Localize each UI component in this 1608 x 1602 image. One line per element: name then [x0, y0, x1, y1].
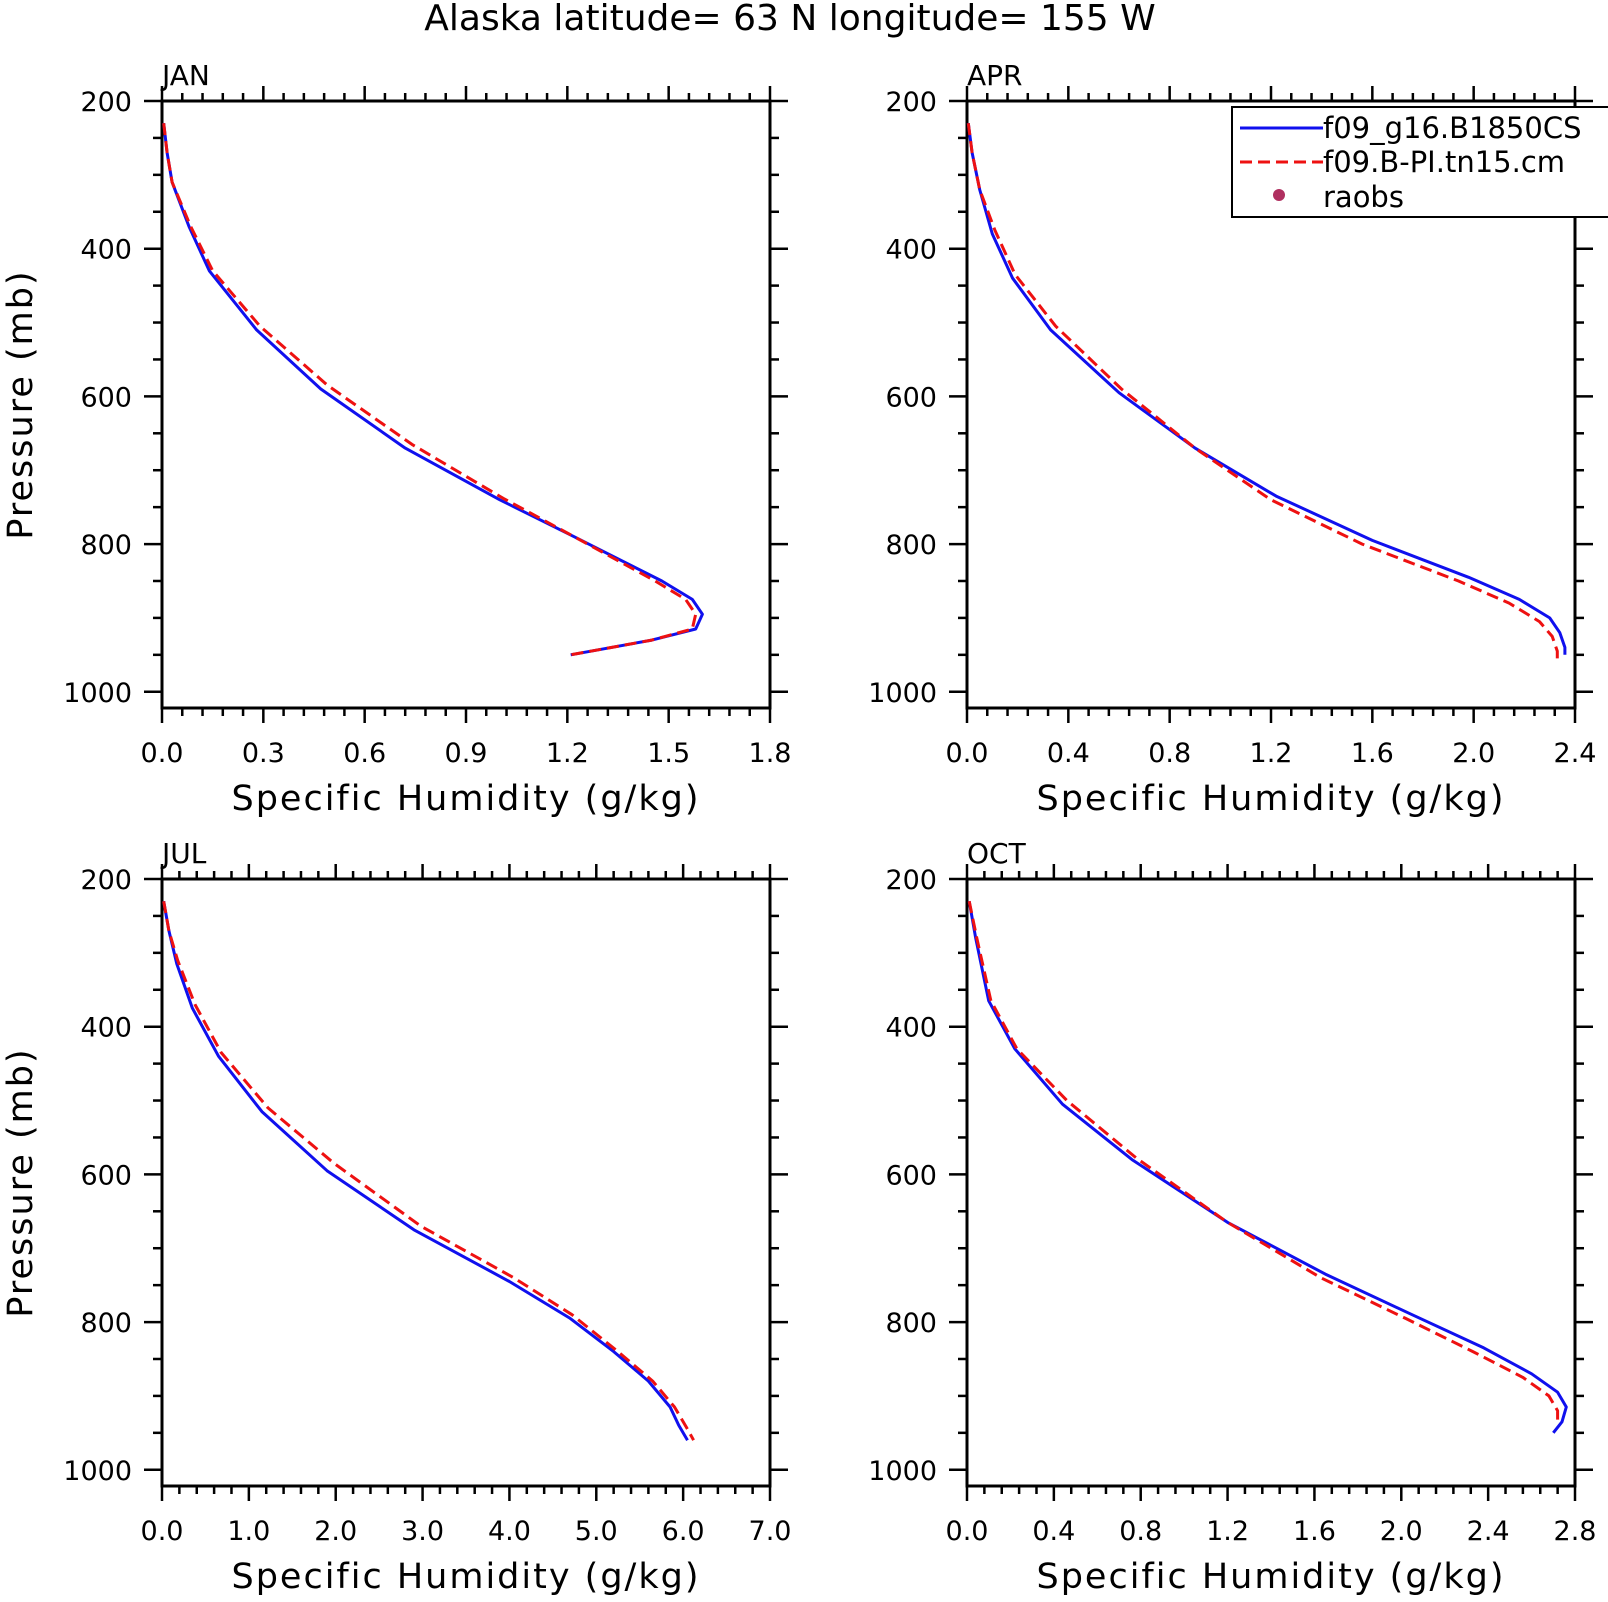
x-tick-label: 0.4 [1047, 738, 1090, 769]
panel-label: JAN [160, 59, 210, 92]
x-tick-label: 1.8 [749, 738, 792, 769]
series-line-model-a [966, 123, 1567, 655]
x-tick-label: 0.8 [1148, 738, 1191, 769]
y-tick-label: 600 [80, 382, 132, 413]
legend-swatch-raobs [1273, 189, 1285, 201]
figure-title: Alaska latitude= 63 N longitude= 155 W [424, 0, 1156, 39]
x-tick-label: 0.6 [343, 738, 386, 769]
x-tick-label: 2.0 [314, 1516, 357, 1547]
panel-label: OCT [967, 837, 1027, 870]
y-tick-label: 400 [80, 235, 132, 266]
x-tick-label: 2.0 [1380, 1516, 1423, 1547]
y-tick-label: 800 [885, 1308, 937, 1339]
x-tick-label: 2.8 [1554, 1516, 1597, 1547]
y-tick-label: 200 [885, 87, 937, 118]
legend: f09_g16.B1850CS f09.B-PI.tn15.cm raobs [1231, 106, 1608, 218]
panel-apr: APR 0.0 0.4 0.8 1.2 1.6 2.0 2.4 200 400 600 800 1000… [868, 59, 1596, 819]
plot-frame [160, 99, 772, 710]
y-tick-label: 600 [80, 1160, 132, 1191]
y-tick-label: 1000 [868, 678, 937, 709]
panel-label: JUL [160, 837, 207, 870]
y-tick-label: 600 [885, 1160, 937, 1191]
plot-frame [160, 877, 772, 1488]
y-tick-label: 400 [80, 1013, 132, 1044]
x-tick-label: 7.0 [749, 1516, 792, 1547]
y-axis-label: Pressure (mb) [1, 269, 41, 539]
x-tick-label: 0.9 [445, 738, 488, 769]
x-tick-label: 0.0 [946, 738, 989, 769]
x-tick-label: 1.2 [1206, 1516, 1249, 1547]
y-tick-label: 800 [885, 530, 937, 561]
x-tick-label: 2.4 [1467, 1516, 1510, 1547]
y-axis-label: Pressure (mb) [1, 1047, 41, 1317]
x-axis-label: Specific Humidity (g/kg) [232, 1557, 701, 1597]
x-tick-label: 2.4 [1554, 738, 1597, 769]
y-tick-label: 1000 [63, 678, 132, 709]
x-tick-label: 5.0 [575, 1516, 618, 1547]
x-tick-label: 1.0 [227, 1516, 270, 1547]
legend-label-raobs: raobs [1323, 180, 1404, 214]
x-axis-label: Specific Humidity (g/kg) [1037, 1557, 1506, 1597]
y-tick-label: 400 [885, 1013, 937, 1044]
x-tick-label: 6.0 [662, 1516, 705, 1547]
series-line-model-b [966, 123, 1559, 659]
plot-frame [965, 877, 1577, 1488]
y-tick-label: 400 [885, 235, 937, 266]
y-tick-label: 200 [80, 87, 132, 118]
x-tick-label: 1.5 [647, 738, 690, 769]
x-tick-label: 0.8 [1119, 1516, 1162, 1547]
x-tick-label: 3.0 [401, 1516, 444, 1547]
panel-jan: JAN 0.0 0.3 0.6 0.9 1.2 1.5 1.8 200 400 600 800 1000… [1, 59, 791, 819]
x-tick-label: 0.0 [946, 1516, 989, 1547]
y-tick-label: 1000 [63, 1456, 132, 1487]
x-tick-label: 0.0 [141, 738, 184, 769]
x-tick-label: 2.0 [1452, 738, 1495, 769]
y-tick-label: 200 [885, 865, 937, 896]
x-tick-label: 0.0 [141, 1516, 184, 1547]
series-line-model-a [967, 900, 1568, 1434]
x-tick-label: 1.6 [1293, 1516, 1336, 1547]
series-line-model-b [967, 900, 1560, 1426]
series-line-model-a [162, 900, 689, 1441]
y-tick-label: 800 [80, 1308, 132, 1339]
y-tick-label: 600 [885, 382, 937, 413]
legend-label-model-b: f09.B-PI.tn15.cm [1323, 145, 1565, 179]
series-line-model-b [162, 123, 698, 657]
y-tick-label: 200 [80, 865, 132, 896]
x-tick-label: 0.4 [1032, 1516, 1075, 1547]
x-axis-label: Specific Humidity (g/kg) [232, 779, 701, 819]
x-tick-label: 4.0 [488, 1516, 531, 1547]
panel-label: APR [967, 59, 1023, 92]
x-tick-label: 1.2 [546, 738, 589, 769]
x-tick-label: 1.2 [1250, 738, 1293, 769]
y-tick-label: 1000 [868, 1456, 937, 1487]
y-tick-label: 800 [80, 530, 132, 561]
x-tick-label: 1.6 [1351, 738, 1394, 769]
series-line-model-b [162, 900, 695, 1441]
series-line-model-a [162, 123, 704, 657]
x-tick-label: 0.3 [242, 738, 285, 769]
legend-label-model-a: f09_g16.B1850CS [1323, 111, 1582, 145]
panel-jul: JUL 0.0 1.0 2.0 3.0 4.0 5.0 6.0 7.0 200 400 600 800 1… [1, 837, 791, 1597]
panel-oct: OCT 0.0 0.4 0.8 1.2 1.6 2.0 2.4 2.8 200 400 600 800 1… [868, 837, 1596, 1597]
x-axis-label: Specific Humidity (g/kg) [1037, 779, 1506, 819]
